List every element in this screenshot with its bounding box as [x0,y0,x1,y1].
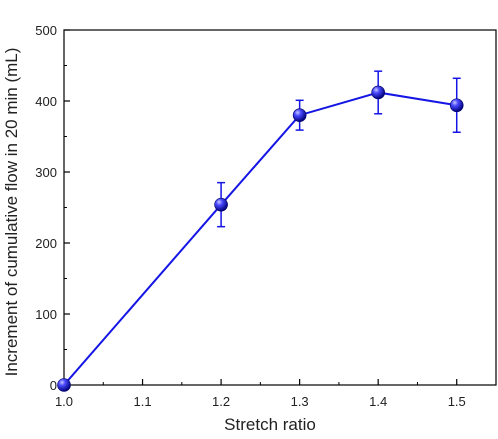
data-point [214,197,228,212]
y-tick-label: 400 [35,94,57,109]
y-axis-ticks: 0 100 200 300 400 500 [35,23,70,393]
data-point [371,85,385,100]
series-layer [57,70,464,392]
y-tick-label: 100 [35,307,57,322]
y-tick-label: 500 [35,23,57,38]
y-tick-label: 0 [50,378,57,393]
y-tick-label: 300 [35,165,57,180]
x-axis-label: Stretch ratio [224,415,316,434]
x-tick-label: 1.3 [291,394,309,409]
series-line [63,91,457,386]
plot-frame [63,29,497,386]
y-tick-label: 200 [35,236,57,251]
data-point [449,98,464,113]
y-axis-label: Increment of cumulative flow in 20 min (… [2,48,21,377]
data-point [292,108,307,122]
x-tick-label: 1.4 [369,394,387,409]
x-tick-label: 1.2 [212,394,230,409]
x-tick-label: 1.1 [134,394,152,409]
x-tick-label: 1.5 [448,394,466,409]
plot-axes [63,29,497,386]
x-axis-ticks: 1.0 1.1 1.2 1.3 1.4 1.5 [55,379,497,409]
x-tick-label: 1.0 [55,394,73,409]
data-point [57,378,71,392]
